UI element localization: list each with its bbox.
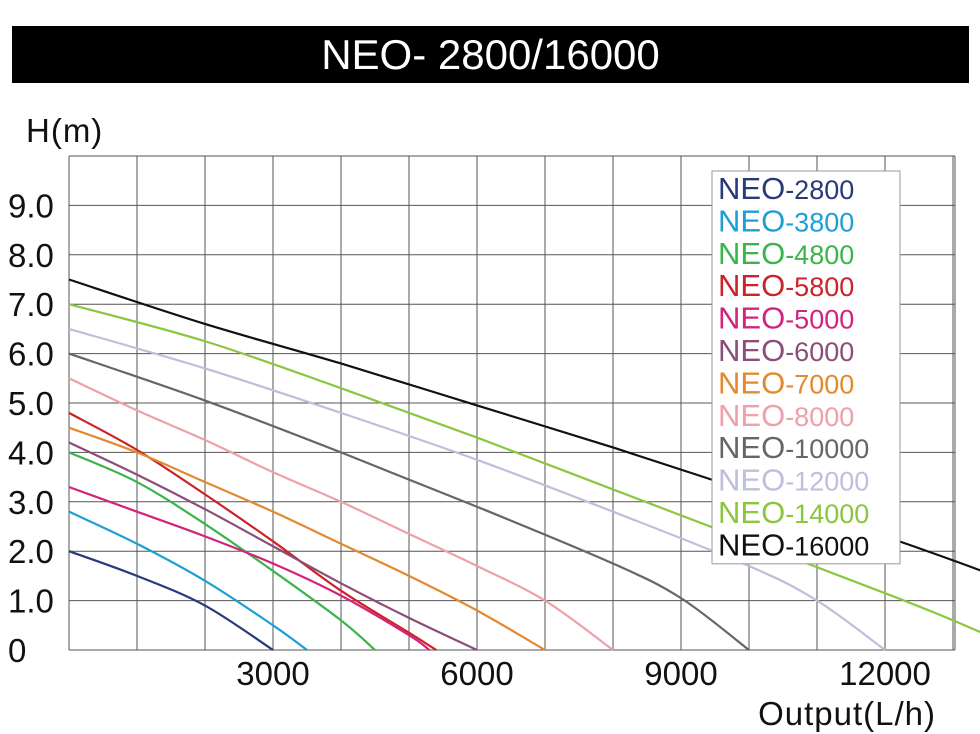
- legend-box: [711, 170, 901, 565]
- legend: NEO-2800NEO-3800NEO-4800NEO-5800NEO-5000…: [711, 170, 901, 565]
- y-tick-label: 6.0: [8, 336, 54, 373]
- y-tick-label: 5.0: [8, 385, 54, 422]
- chart-title: NEO- 2800/16000: [12, 26, 969, 83]
- legend-entry-neo-7000: NEO-7000: [718, 365, 854, 400]
- y-tick-label: 7.0: [8, 286, 54, 323]
- y-axis-label: H(m): [26, 112, 103, 149]
- legend-entry-neo-5800: NEO-5800: [718, 268, 854, 303]
- y-tick-label: 1.0: [8, 583, 54, 620]
- y-tick-label: 9.0: [8, 187, 54, 224]
- series-lines: [68, 278, 980, 651]
- x-axis-label: Output(L/h): [758, 695, 936, 732]
- series-line-neo-2800: [68, 550, 274, 651]
- series-line-neo-6000: [68, 441, 478, 651]
- legend-entry-neo-16000: NEO-16000: [718, 527, 869, 562]
- series-line-neo-8000: [68, 377, 614, 651]
- y-axis-ticks: 0 1.0 2.0 3.0 4.0 5.0 6.0 7.0 8.0 9.0: [8, 187, 54, 669]
- legend-entry-neo-6000: NEO-6000: [718, 333, 854, 368]
- series-line-neo-10000: [68, 352, 750, 651]
- x-tick-label: 6000: [440, 655, 513, 692]
- x-tick-label: 3000: [236, 655, 309, 692]
- legend-entry-neo-10000: NEO-10000: [718, 430, 869, 465]
- series-line-neo-12000: [68, 327, 886, 651]
- x-tick-label: 9000: [644, 655, 717, 692]
- legend-entry-neo-3800: NEO-3800: [718, 203, 854, 238]
- y-tick-label: 4.0: [8, 434, 54, 471]
- series-line-neo-5800: [68, 411, 437, 651]
- series-line-neo-16000: [68, 278, 980, 572]
- series-line-neo-4800: [68, 451, 376, 651]
- series-line-neo-7000: [68, 426, 546, 651]
- legend-entry-neo-2800: NEO-2800: [718, 171, 854, 206]
- series-line-neo-3800: [68, 510, 308, 651]
- series-line-neo-14000: [68, 303, 980, 634]
- legend-entry-neo-12000: NEO-12000: [718, 463, 869, 498]
- legend-entry-neo-14000: NEO-14000: [718, 495, 869, 530]
- y-tick-label: 8.0: [8, 237, 54, 274]
- legend-entry-neo-5000: NEO-5000: [718, 301, 854, 336]
- legend-entry-neo-8000: NEO-8000: [718, 398, 854, 433]
- x-axis-ticks: 300060009000120001500018000: [236, 655, 931, 692]
- legend-entry-neo-4800: NEO-4800: [718, 236, 854, 271]
- series-line-neo-5000: [68, 485, 431, 651]
- y-tick-label: 3.0: [8, 484, 54, 521]
- x-tick-label: 12000: [839, 655, 931, 692]
- y-tick-label: 2.0: [8, 533, 54, 570]
- y-tick-label: 0: [8, 632, 26, 669]
